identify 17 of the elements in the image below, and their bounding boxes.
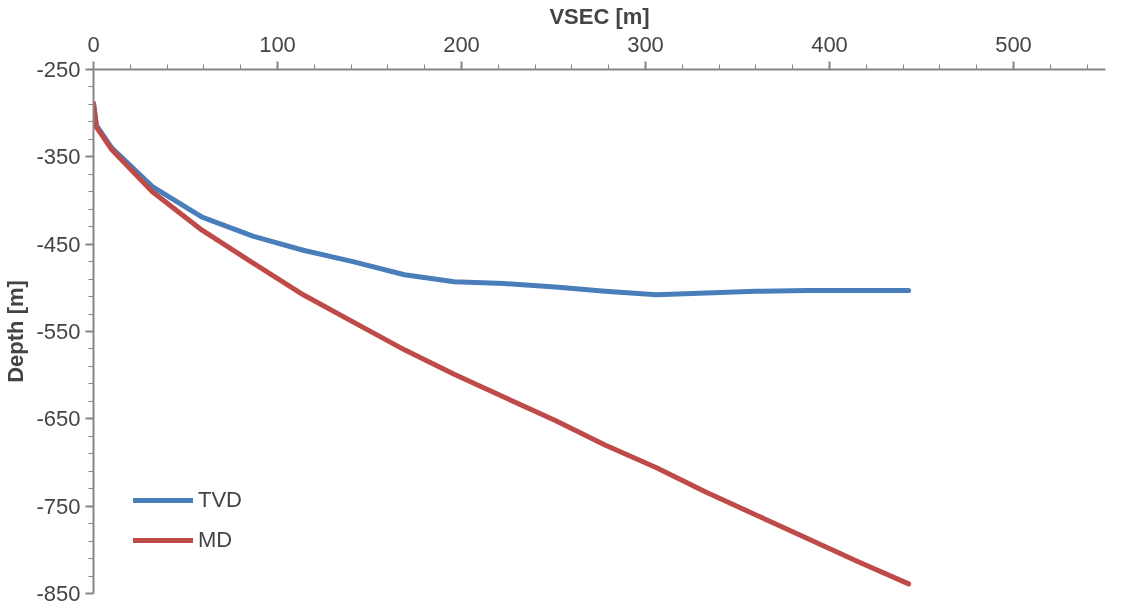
x-tick-label: 300 <box>627 31 664 57</box>
x-tick-label: 500 <box>995 31 1032 57</box>
x-tick-label: 100 <box>259 31 296 57</box>
x-tick-label: 400 <box>811 31 848 57</box>
y-tick-label: -750 <box>36 493 81 519</box>
x-tick-label: 0 <box>87 31 100 57</box>
x-tick-label: 200 <box>443 31 480 57</box>
y-axis-title: Depth [m] <box>3 280 29 383</box>
y-tick-label: -650 <box>36 406 81 432</box>
y-tick-label: -550 <box>36 319 81 344</box>
legend-label: TVD <box>198 487 242 513</box>
y-tick-label: -250 <box>36 57 81 82</box>
y-tick-label: -450 <box>36 231 81 257</box>
y-tick-label: -850 <box>36 581 81 606</box>
y-tick-label: -350 <box>36 144 81 170</box>
legend-label: MD <box>198 527 233 553</box>
x-axis-title: VSEC [m] <box>549 3 650 29</box>
